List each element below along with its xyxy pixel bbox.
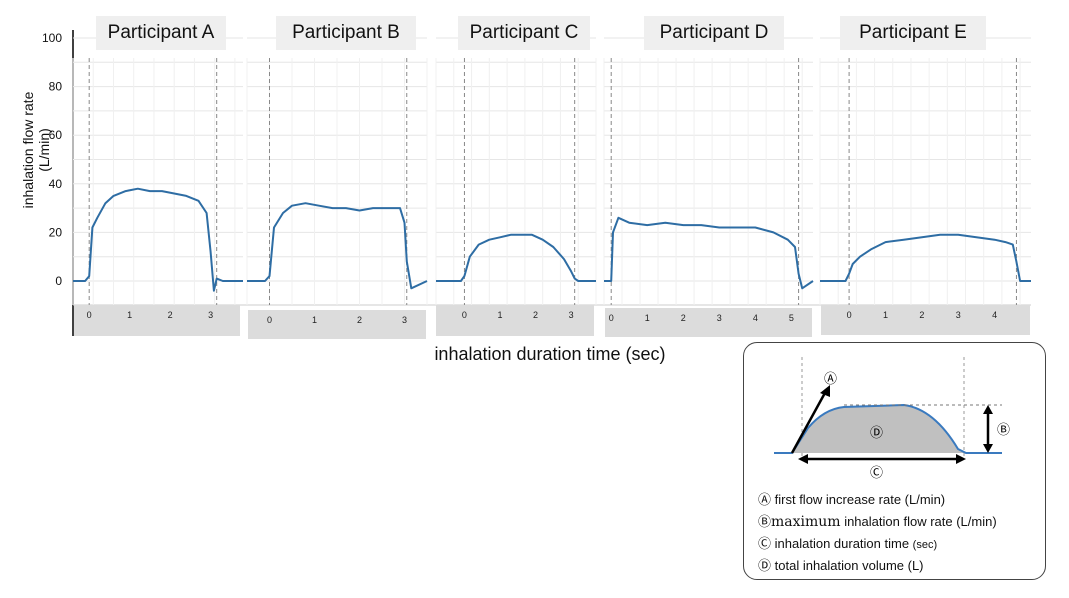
arrow-b-top	[983, 405, 993, 414]
x-tick-label: 0	[87, 310, 92, 320]
x-tick-label: 2	[357, 315, 362, 325]
x-tick-label: 3	[956, 310, 961, 320]
x-tick-label: 4	[992, 310, 997, 320]
panel-title-e: Participant E	[840, 16, 986, 50]
x-tick-label: 1	[312, 315, 317, 325]
x-tick-band	[821, 305, 1030, 335]
legend-text-c: inhalation duration time	[774, 536, 913, 551]
series-line-a	[73, 187, 243, 292]
series-line-d	[604, 216, 814, 290]
schematic-label-c: Ⓒ	[870, 465, 883, 480]
x-tick-label: 3	[402, 315, 407, 325]
legend-item-a: Ⓐ first flow increase rate (L/min)	[758, 489, 945, 508]
x-tick-label: 3	[717, 313, 722, 323]
y-axis-label: inhalation flow rate (L/min)	[20, 91, 52, 209]
x-tick-label: 3	[569, 310, 574, 320]
arrow-c-left	[798, 454, 808, 464]
x-tick-label: 3	[208, 310, 213, 320]
y-tick-label-100: 100	[42, 31, 62, 45]
x-tick-label: 1	[497, 310, 502, 320]
x-tick-label: 1	[883, 310, 888, 320]
series-line-b	[247, 202, 428, 290]
x-tick-label: 5	[789, 313, 794, 323]
legend-text-d: total inhalation volume (L)	[774, 558, 924, 573]
x-tick-label: 1	[645, 313, 650, 323]
x-tick-label: 2	[919, 310, 924, 320]
x-tick-label: 2	[533, 310, 538, 320]
arrow-c-right	[956, 454, 966, 464]
legend-text-c-unit: (sec)	[912, 539, 938, 551]
x-tick-label: 2	[168, 310, 173, 320]
schematic-label-b: Ⓑ	[997, 422, 1010, 437]
legend-text-b: inhalation flow rate (L/min)	[840, 514, 997, 529]
legend-marker-d: Ⓓ	[758, 558, 772, 573]
schematic-diagram: Ⓐ Ⓑ Ⓒ Ⓓ	[774, 357, 1010, 480]
x-tick-band	[248, 310, 426, 339]
series-line-c	[436, 233, 596, 282]
panel-title-d: Participant D	[644, 16, 784, 50]
arrow-b-bottom	[983, 444, 993, 453]
legend-item-b: Ⓑmaximum inhalation flow rate (L/min)	[758, 511, 997, 530]
legend-item-d: Ⓓ total inhalation volume (L)	[758, 555, 924, 574]
x-tick-label: 1	[127, 310, 132, 320]
y-tick-label-0: 0	[55, 274, 62, 288]
legend-marker-b: Ⓑ	[758, 514, 772, 529]
y-tick-label-60: 60	[49, 128, 63, 142]
series-line-e	[820, 233, 1031, 282]
arrow-a	[790, 390, 828, 454]
schematic-volume-area	[792, 405, 966, 453]
arrow-a-head	[820, 385, 830, 397]
legend-text-b-maximum: maximum	[771, 514, 841, 530]
y-tick-label-80: 80	[49, 80, 63, 94]
x-tick-label: 0	[847, 310, 852, 320]
x-tick-band	[74, 305, 240, 336]
panel-title-c: Participant C	[458, 16, 590, 50]
y-tick-label-20: 20	[49, 225, 63, 239]
x-tick-label: 0	[609, 313, 614, 323]
panel-title-b: Participant B	[276, 16, 416, 50]
legend-text-a: first flow increase rate (L/min)	[774, 492, 946, 507]
x-tick-band	[436, 305, 594, 336]
schematic-label-a: Ⓐ	[824, 371, 837, 386]
x-axis-title: inhalation duration time (sec)	[434, 344, 666, 364]
x-tick-label: 4	[753, 313, 758, 323]
legend-marker-a: Ⓐ	[758, 492, 772, 507]
legend-marker-c: Ⓒ	[758, 536, 772, 551]
y-tick-label-40: 40	[49, 177, 63, 191]
x-tick-label: 0	[267, 315, 272, 325]
legend-box: Ⓐ Ⓑ Ⓒ Ⓓ Ⓐ first flow increase rate (L/mi…	[743, 342, 1046, 580]
legend-item-c: Ⓒ inhalation duration time (sec)	[758, 533, 937, 552]
panel-title-a: Participant A	[96, 16, 226, 50]
schematic-label-d: Ⓓ	[870, 425, 883, 440]
x-tick-label: 2	[681, 313, 686, 323]
x-tick-label: 0	[462, 310, 467, 320]
x-tick-band	[605, 308, 812, 337]
